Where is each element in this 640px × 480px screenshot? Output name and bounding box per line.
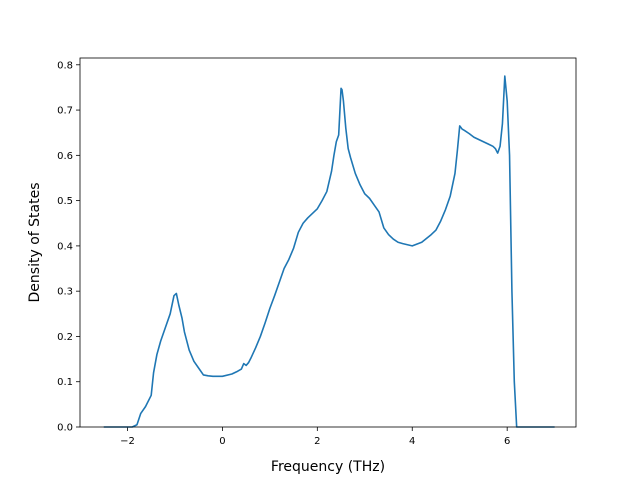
y-tick-label: 0.1	[57, 377, 73, 388]
y-tick-label: 0.3	[57, 287, 73, 298]
y-tick-label: 0.2	[57, 332, 73, 343]
y-tick-label: 0.5	[57, 196, 73, 207]
y-tick-label: 0.7	[57, 106, 73, 117]
x-tick-label: 0	[219, 436, 225, 447]
y-axis-label: Density of States	[27, 183, 43, 303]
dos-series-line	[103, 75, 555, 428]
y-tick-label: 0.0	[57, 423, 73, 434]
x-tick-label: 6	[504, 436, 510, 447]
x-tick-label: 2	[314, 436, 320, 447]
y-tick-label: 0.4	[57, 241, 73, 252]
y-tick-label: 0.6	[57, 151, 73, 162]
x-tick-label: 4	[409, 436, 415, 447]
x-axis-label: Frequency (THz)	[271, 459, 385, 475]
x-axis: −2 0 2 4 6	[120, 427, 510, 447]
plot-area-background	[80, 58, 576, 427]
y-tick-label: 0.8	[57, 60, 73, 71]
x-tick-label: −2	[120, 436, 135, 447]
axes-frame	[79, 57, 577, 428]
y-axis: 0.0 0.1 0.2 0.3 0.4 0.5 0.6 0.7 0.8	[57, 60, 80, 434]
